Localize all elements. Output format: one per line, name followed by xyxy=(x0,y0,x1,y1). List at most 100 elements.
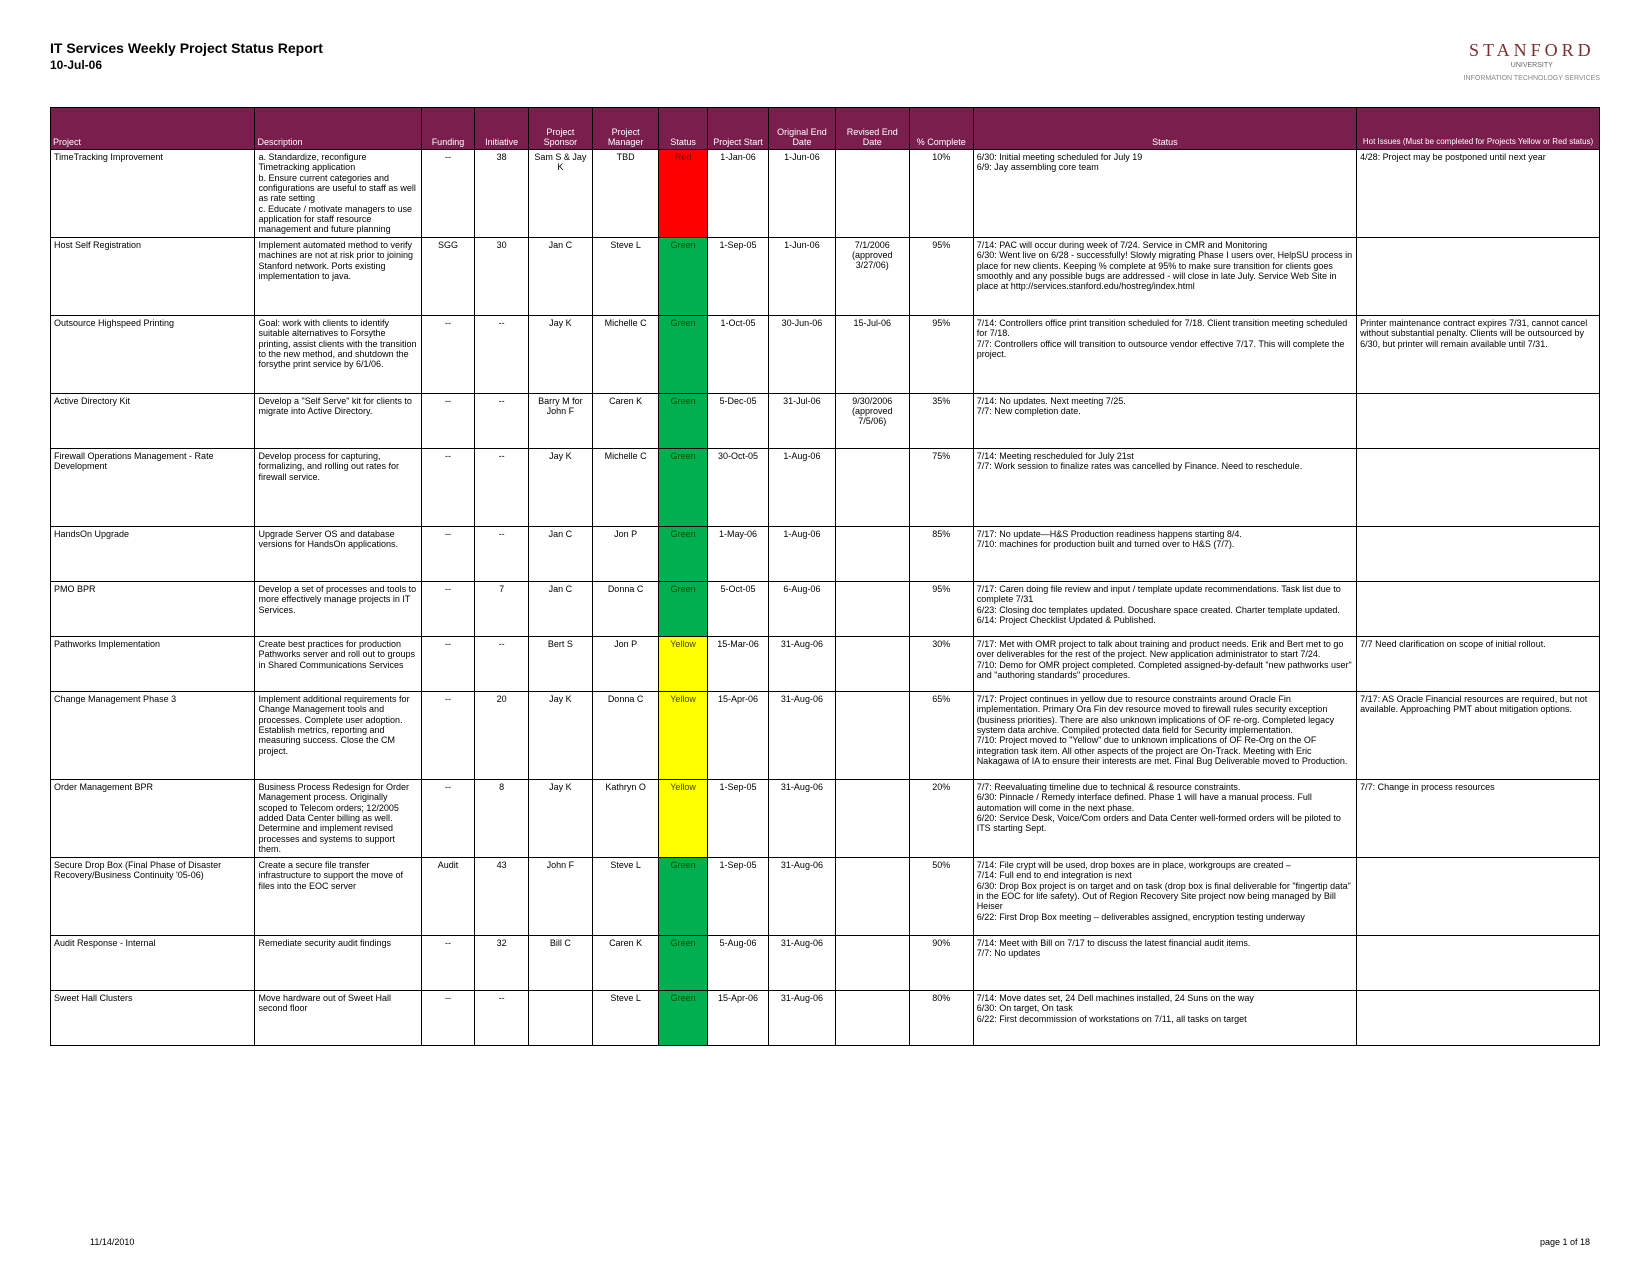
cell-start: 1-Jan-06 xyxy=(707,150,768,238)
col-status: Status xyxy=(659,108,708,150)
col-start: Project Start xyxy=(707,108,768,150)
cell-status: Green xyxy=(659,936,708,991)
cell-start: 15-Mar-06 xyxy=(707,637,768,692)
cell-sponsor: Jay K xyxy=(528,780,592,858)
cell-funding: -- xyxy=(421,991,475,1046)
cell-project: Secure Drop Box (Final Phase of Disaster… xyxy=(51,858,255,936)
cell-hot xyxy=(1357,449,1600,527)
cell-initiative: -- xyxy=(475,316,529,394)
cell-sponsor: Jay K xyxy=(528,449,592,527)
cell-funding: -- xyxy=(421,692,475,780)
table-row: HandsOn UpgradeUpgrade Server OS and dat… xyxy=(51,527,1600,582)
cell-stxt: 7/17: Caren doing file review and input … xyxy=(973,582,1356,637)
cell-hot: Printer maintenance contract expires 7/3… xyxy=(1357,316,1600,394)
cell-manager: Steve L xyxy=(592,238,658,316)
cell-start: 1-Sep-05 xyxy=(707,238,768,316)
cell-project: Sweet Hall Clusters xyxy=(51,991,255,1046)
col-stxt: Status xyxy=(973,108,1356,150)
report-date: 10-Jul-06 xyxy=(50,58,323,72)
cell-hot xyxy=(1357,238,1600,316)
table-row: Firewall Operations Management - Rate De… xyxy=(51,449,1600,527)
cell-start: 1-May-06 xyxy=(707,527,768,582)
cell-hot: 7/17: AS Oracle Financial resources are … xyxy=(1357,692,1600,780)
col-project: Project xyxy=(51,108,255,150)
cell-initiative: -- xyxy=(475,394,529,449)
cell-initiative: -- xyxy=(475,991,529,1046)
cell-revised xyxy=(835,780,909,858)
cell-stxt: 7/17: Met with OMR project to talk about… xyxy=(973,637,1356,692)
cell-desc: Remediate security audit findings xyxy=(255,936,421,991)
cell-funding: -- xyxy=(421,582,475,637)
cell-start: 1-Sep-05 xyxy=(707,780,768,858)
table-row: PMO BPRDevelop a set of processes and to… xyxy=(51,582,1600,637)
cell-manager: Caren K xyxy=(592,394,658,449)
cell-initiative: 43 xyxy=(475,858,529,936)
cell-hot xyxy=(1357,582,1600,637)
logo-sub: UNIVERSITY xyxy=(1464,62,1600,69)
cell-project: Host Self Registration xyxy=(51,238,255,316)
cell-start: 5-Dec-05 xyxy=(707,394,768,449)
cell-start: 5-Oct-05 xyxy=(707,582,768,637)
cell-complete: 65% xyxy=(909,692,973,780)
cell-status: Yellow xyxy=(659,692,708,780)
cell-sponsor: Barry M for John F xyxy=(528,394,592,449)
col-hot: Hot Issues (Must be completed for Projec… xyxy=(1357,108,1600,150)
cell-stxt: 7/7: Reevaluating timeline due to techni… xyxy=(973,780,1356,858)
cell-manager: Jon P xyxy=(592,527,658,582)
table-row: Order Management BPRBusiness Process Red… xyxy=(51,780,1600,858)
cell-project: PMO BPR xyxy=(51,582,255,637)
cell-desc: Upgrade Server OS and database versions … xyxy=(255,527,421,582)
cell-funding: -- xyxy=(421,936,475,991)
cell-stxt: 7/14: Meeting rescheduled for July 21st7… xyxy=(973,449,1356,527)
cell-stxt: 7/14: No updates. Next meeting 7/25.7/7:… xyxy=(973,394,1356,449)
table-row: Host Self RegistrationImplement automate… xyxy=(51,238,1600,316)
cell-initiative: 32 xyxy=(475,936,529,991)
cell-revised xyxy=(835,936,909,991)
cell-status: Green xyxy=(659,238,708,316)
cell-start: 30-Oct-05 xyxy=(707,449,768,527)
cell-initiative: 38 xyxy=(475,150,529,238)
cell-funding: -- xyxy=(421,394,475,449)
cell-complete: 90% xyxy=(909,936,973,991)
cell-desc: Develop a "Self Serve" kit for clients t… xyxy=(255,394,421,449)
cell-revised xyxy=(835,582,909,637)
cell-hot xyxy=(1357,858,1600,936)
cell-status: Green xyxy=(659,582,708,637)
footer: 11/14/2010 page 1 of 18 xyxy=(90,1237,1590,1247)
cell-initiative: 30 xyxy=(475,238,529,316)
cell-complete: 75% xyxy=(909,449,973,527)
cell-manager: Michelle C xyxy=(592,449,658,527)
col-revised: Revised End Date xyxy=(835,108,909,150)
cell-stxt: 7/14: File crypt will be used, drop boxe… xyxy=(973,858,1356,936)
cell-manager: Kathryn O xyxy=(592,780,658,858)
cell-desc: Develop a set of processes and tools to … xyxy=(255,582,421,637)
table-row: Outsource Highspeed PrintingGoal: work w… xyxy=(51,316,1600,394)
cell-funding: -- xyxy=(421,150,475,238)
cell-funding: -- xyxy=(421,780,475,858)
cell-project: HandsOn Upgrade xyxy=(51,527,255,582)
table-row: TimeTracking Improvementa. Standardize, … xyxy=(51,150,1600,238)
cell-complete: 95% xyxy=(909,316,973,394)
cell-complete: 35% xyxy=(909,394,973,449)
cell-sponsor: Jan C xyxy=(528,238,592,316)
cell-complete: 20% xyxy=(909,780,973,858)
cell-desc: Implement additional requirements for Ch… xyxy=(255,692,421,780)
cell-status: Green xyxy=(659,858,708,936)
table-row: Change Management Phase 3Implement addit… xyxy=(51,692,1600,780)
cell-status: Red xyxy=(659,150,708,238)
cell-revised xyxy=(835,692,909,780)
col-end: Original End Date xyxy=(769,108,835,150)
status-table: Project Description Funding Initiative P… xyxy=(50,107,1600,1046)
cell-end: 1-Aug-06 xyxy=(769,527,835,582)
cell-complete: 50% xyxy=(909,858,973,936)
cell-hot: 7/7: Change in process resources xyxy=(1357,780,1600,858)
cell-stxt: 7/14: Controllers office print transitio… xyxy=(973,316,1356,394)
cell-revised: 9/30/2006 (approved 7/5/06) xyxy=(835,394,909,449)
logo-tag: INFORMATION TECHNOLOGY SERVICES xyxy=(1464,75,1600,82)
table-row: Audit Response - InternalRemediate secur… xyxy=(51,936,1600,991)
cell-initiative: -- xyxy=(475,449,529,527)
title-block: IT Services Weekly Project Status Report… xyxy=(50,40,323,72)
cell-end: 30-Jun-06 xyxy=(769,316,835,394)
cell-revised xyxy=(835,449,909,527)
cell-hot xyxy=(1357,991,1600,1046)
